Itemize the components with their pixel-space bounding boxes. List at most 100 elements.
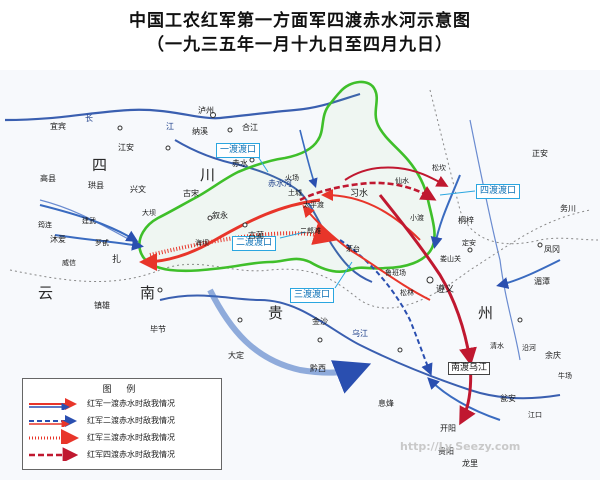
pointer-third	[334, 261, 353, 289]
callout-first-crossing: 一渡渡口	[216, 143, 261, 158]
legend-swatch-third	[29, 429, 79, 444]
legend-swatch-fourth	[29, 447, 79, 461]
legend-label-fourth: 红军四渡赤水时敌我情况	[87, 450, 175, 459]
place-muai: 沐爱	[50, 235, 66, 244]
legend-row-fourth: 红军四渡赤水时敌我情况	[27, 446, 219, 461]
place-songlin: 松林	[400, 289, 414, 297]
enemy-arrow-east-2	[496, 259, 561, 289]
watermark: http://Ly.Seezy.com	[400, 440, 521, 453]
place-qingshui: 清水	[490, 342, 504, 350]
place-zhenxiong: 镇雄	[94, 301, 110, 310]
region-guizhou-2: 州	[478, 304, 494, 322]
place-gusong: 古宋	[183, 189, 199, 198]
enemy-arrow-south	[207, 288, 372, 394]
legend-title: 图 例	[102, 385, 142, 395]
region-yunnan-2: 南	[140, 284, 156, 302]
place-changjiang-1: 长	[85, 114, 93, 123]
region-yunnan-1: 云	[38, 284, 54, 302]
place-xishui: 习水	[350, 189, 369, 199]
province-border-east	[429, 89, 599, 245]
operational-boundary	[138, 80, 436, 274]
chishui-river	[174, 139, 373, 283]
place-niuchang: 牛场	[558, 372, 572, 380]
enemy-arrow-west-1	[39, 204, 139, 243]
enemy-arrow-north	[299, 129, 318, 189]
place-taipingdu: 太平渡	[303, 201, 324, 209]
place-meitan: 湄潭	[534, 277, 550, 286]
place-wengan: 瓮安	[500, 394, 516, 403]
route-second-1	[149, 221, 338, 257]
place-yanhe: 沿河	[522, 344, 536, 352]
place-qianxi: 黔西	[310, 364, 326, 373]
place-tongzi: 桐梓	[458, 216, 474, 225]
legend-row-third: 红军三渡赤水时敌我情况	[27, 429, 219, 444]
region-guizhou-1: 贵	[268, 304, 284, 322]
place-changjiang-2: 江	[166, 122, 174, 131]
place-bijie: 毕节	[150, 325, 166, 334]
place-xiaoshu: 仙水	[395, 177, 409, 185]
place-xingwen: 兴文	[130, 185, 146, 194]
legend-label-third: 红军三渡赤水时敌我情况	[87, 433, 175, 442]
legend-swatch-first	[29, 398, 77, 410]
enemy-arrow-west-2	[54, 234, 144, 251]
pointer-fourth	[439, 190, 476, 196]
place-xuyong: 叙永	[212, 211, 228, 220]
place-haiba: 海坝	[195, 239, 209, 247]
legend-label-first: 红军一渡赤水时敌我情况	[87, 399, 175, 408]
place-luobiao: 罗甙	[95, 239, 109, 247]
yangtze-river	[4, 92, 361, 122]
place-huozhang: 火场	[285, 174, 299, 182]
legend: 图 例 红军一渡赤水时敌我情况 红军二渡赤水时敌我情况 红军三渡赤水时敌我情况	[22, 378, 222, 470]
place-fenggang: 凤冈	[544, 245, 560, 254]
place-dading: 大定	[228, 351, 244, 360]
place-hejiang: 合江	[242, 123, 258, 132]
place-guiyang: 贵阳	[438, 447, 454, 456]
place-wujiang: 乌江	[352, 329, 368, 338]
place-najixi: 纳溪	[192, 127, 208, 136]
place-junlian: 筠连	[38, 221, 52, 229]
enemy-arrow-east-1	[430, 174, 461, 249]
province-border-south	[9, 209, 591, 309]
minor-river-east	[469, 119, 521, 361]
place-songkan: 松坎	[432, 164, 446, 172]
place-wuchuan: 务川	[560, 204, 576, 213]
legend-swatch-second	[29, 415, 77, 427]
legend-row-second: 红军二渡赤水时敌我情况	[27, 412, 219, 427]
place-kaiyang: 开阳	[440, 424, 456, 433]
place-zhaxi: 扎	[112, 255, 122, 265]
place-gaoxian: 高县	[40, 174, 56, 183]
route-third-2	[299, 181, 437, 202]
place-weixin: 威信	[62, 259, 76, 267]
place-daba: 大坝	[142, 209, 156, 217]
callout-third-crossing: 三渡渡口	[290, 288, 335, 303]
place-xiaodu: 小渡	[410, 214, 424, 222]
place-zunyi: 遵义	[436, 285, 455, 295]
callout-fourth-crossing: 四渡渡口	[476, 184, 521, 199]
place-chishui-river: 赤水河	[268, 179, 292, 188]
place-nandu-wujiang: 南渡乌江	[448, 362, 491, 375]
place-tucheng: 土城	[288, 189, 302, 197]
region-sichuan-2: 川	[200, 166, 216, 184]
region-sichuan-1: 四	[92, 156, 108, 174]
wu-river	[159, 294, 561, 400]
legend-label-second: 红军二渡赤水时敌我情况	[87, 416, 175, 425]
map-subtitle: （一九三五年一月十九日至四月九日）	[147, 35, 453, 55]
pointer-second	[279, 231, 306, 239]
route-third-1	[302, 204, 431, 301]
place-gongxian: 珙县	[88, 181, 104, 190]
place-dingan: 定安	[462, 239, 476, 247]
place-jiangan: 江安	[118, 143, 134, 152]
place-lushan: 鲁班场	[385, 269, 406, 277]
place-erlangtan: 二郎滩	[300, 227, 321, 235]
callout-second-crossing: 二渡渡口	[232, 236, 277, 251]
place-jianwu: 建武	[82, 217, 96, 225]
enemy-arrow-southeast	[427, 377, 501, 421]
place-jinsha: 金沙	[312, 317, 328, 326]
place-gulin: 古蔺	[248, 231, 264, 240]
map-title: 中国工农红军第一方面军四渡赤水河示意图	[129, 11, 471, 31]
place-loushanguan: 娄山关	[440, 255, 461, 263]
place-zhengan: 正安	[532, 149, 548, 158]
place-jiangkou: 江口	[528, 411, 542, 419]
route-first-1	[321, 189, 421, 241]
